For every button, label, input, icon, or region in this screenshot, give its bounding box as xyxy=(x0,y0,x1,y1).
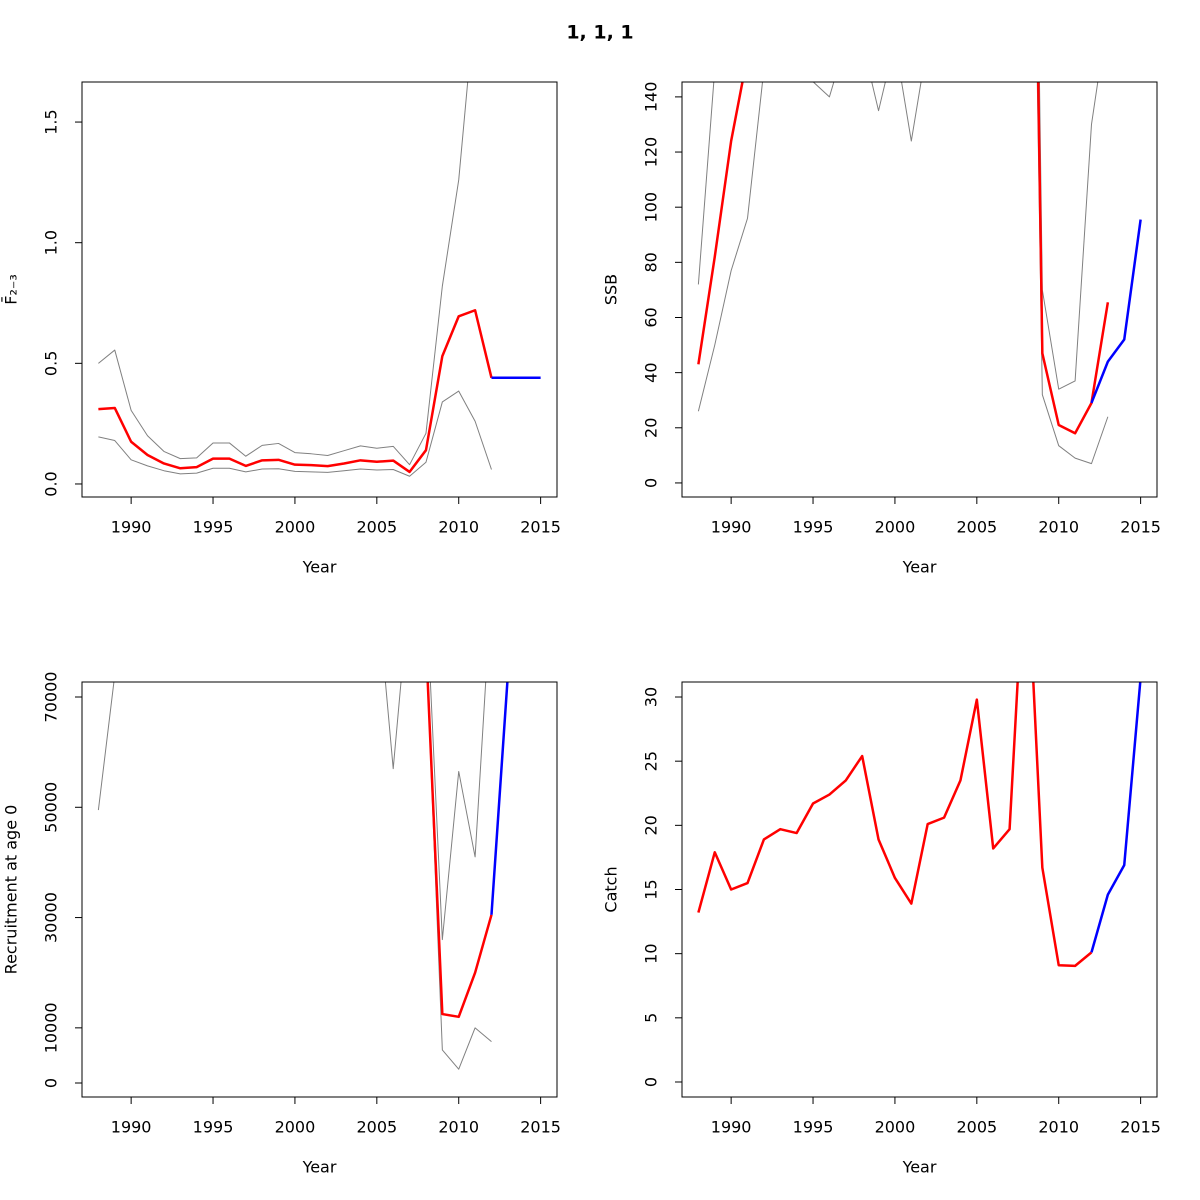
x-axis-title: Year xyxy=(902,1158,937,1177)
x-tick-label: 2005 xyxy=(956,518,997,537)
x-tick-label: 2000 xyxy=(275,518,316,537)
x-tick-label: 1990 xyxy=(711,1118,752,1137)
x-axis-title: Year xyxy=(302,558,337,577)
y-tick-label: 100 xyxy=(642,192,661,223)
y-tick-label: 70000 xyxy=(42,672,61,723)
series-line xyxy=(697,82,1099,390)
y-tick-label: 0.5 xyxy=(42,351,61,376)
y-axis-title: SSB xyxy=(602,274,621,305)
series-line xyxy=(490,682,509,915)
y-tick-label: 0.0 xyxy=(42,471,61,496)
plot-frame xyxy=(681,81,1158,498)
y-tick-label: 20 xyxy=(642,815,661,835)
y-axis-title: Catch xyxy=(602,866,621,912)
x-tick-label: 2015 xyxy=(520,1118,561,1137)
y-tick-label: 0 xyxy=(42,1078,61,1088)
x-tick-label: 2000 xyxy=(875,518,916,537)
y-tick-label: 1.5 xyxy=(42,109,61,134)
y-tick-label: 0 xyxy=(642,1077,661,1087)
plot-area xyxy=(697,82,1142,465)
x-tick-label: 2000 xyxy=(275,1118,316,1137)
x-tick-label: 2000 xyxy=(875,1118,916,1137)
x-tick-label: 2005 xyxy=(356,1118,397,1137)
figure-title: 1, 1, 1 xyxy=(566,22,633,44)
y-tick-label: 0 xyxy=(642,478,661,488)
x-tick-label: 2005 xyxy=(956,1118,997,1137)
x-axis-title: Year xyxy=(302,1158,337,1177)
plot-area xyxy=(697,682,1142,968)
x-tick-label: 2010 xyxy=(438,1118,479,1137)
plot-area xyxy=(97,682,509,1070)
plot-frame xyxy=(681,681,1158,1098)
y-tick-label: 140 xyxy=(642,82,661,113)
y-tick-label: 15 xyxy=(642,879,661,899)
plot-area xyxy=(98,82,541,477)
x-tick-label: 2010 xyxy=(1038,1118,1079,1137)
y-tick-label: 50000 xyxy=(42,782,61,833)
y-tick-label: 10 xyxy=(642,943,661,963)
plot-frame xyxy=(81,81,558,498)
series-line xyxy=(98,82,469,466)
y-tick-label: 25 xyxy=(642,751,661,771)
series-line xyxy=(98,309,493,474)
y-tick-label: 60 xyxy=(642,307,661,327)
y-tick-label: 10000 xyxy=(42,1002,61,1053)
x-tick-label: 1990 xyxy=(711,518,752,537)
x-tick-label: 1990 xyxy=(111,1118,152,1137)
series-line xyxy=(98,390,492,477)
series-line xyxy=(697,82,1109,465)
x-tick-label: 2005 xyxy=(356,518,397,537)
series-line xyxy=(697,682,1093,968)
x-tick-label: 1995 xyxy=(793,518,834,537)
y-tick-label: 5 xyxy=(642,1013,661,1023)
x-axis-title: Year xyxy=(902,558,937,577)
x-tick-label: 1990 xyxy=(111,518,152,537)
y-tick-label: 40 xyxy=(642,362,661,382)
x-tick-label: 1995 xyxy=(193,518,234,537)
y-axis-title: Recruitment at age 0 xyxy=(2,805,21,975)
x-tick-label: 2015 xyxy=(1120,1118,1161,1137)
plot-frame xyxy=(81,681,558,1098)
y-axis-title: F̄₂₋₃ xyxy=(2,274,21,304)
series-line xyxy=(1090,682,1142,953)
x-tick-label: 2010 xyxy=(1038,518,1079,537)
series-line xyxy=(97,682,487,941)
x-tick-label: 1995 xyxy=(193,1118,234,1137)
series-line xyxy=(697,82,1110,435)
y-tick-label: 30 xyxy=(642,687,661,707)
series-line xyxy=(426,682,493,1019)
series-line xyxy=(1090,219,1142,404)
y-tick-label: 120 xyxy=(642,137,661,168)
y-tick-label: 1.0 xyxy=(42,230,61,255)
y-tick-label: 80 xyxy=(642,252,661,272)
y-tick-label: 30000 xyxy=(42,892,61,943)
y-tick-label: 20 xyxy=(642,418,661,438)
x-tick-label: 1995 xyxy=(793,1118,834,1137)
x-tick-label: 2015 xyxy=(520,518,561,537)
x-tick-label: 2015 xyxy=(1120,518,1161,537)
x-tick-label: 2010 xyxy=(438,518,479,537)
